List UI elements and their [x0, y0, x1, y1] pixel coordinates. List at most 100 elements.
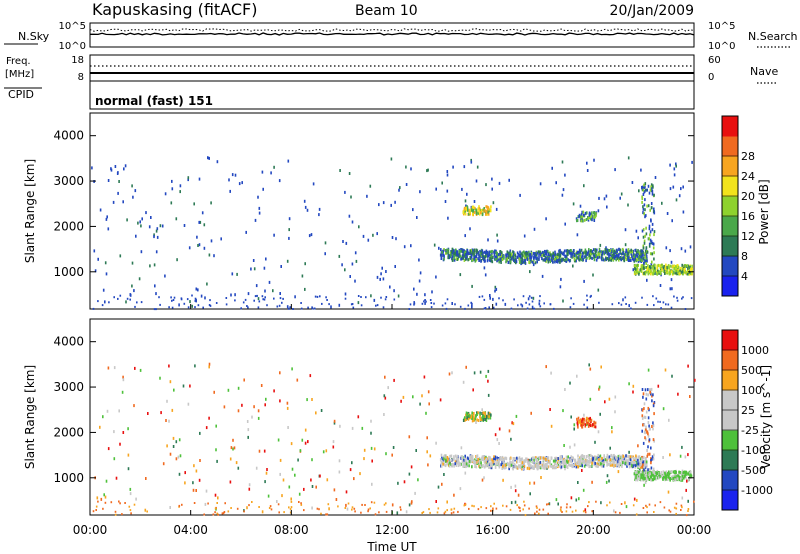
echo-cell [481, 416, 484, 420]
echo-cell [591, 256, 593, 260]
echo-cell [647, 452, 649, 456]
echo-cell [612, 456, 615, 459]
echo-cell [682, 210, 685, 214]
echo-cell [533, 466, 535, 470]
echo-cell [126, 218, 128, 222]
echo-cell [172, 299, 175, 301]
echo-cell [558, 461, 560, 464]
echo-cell [345, 241, 348, 245]
echo-cell [425, 300, 427, 303]
echo-cell [645, 392, 648, 396]
echo-cell [471, 411, 473, 415]
echo-cell [470, 205, 473, 209]
echo-cell [641, 408, 644, 412]
echo-cell [605, 194, 608, 198]
echo-cell [243, 510, 245, 513]
echo-cell [643, 402, 646, 406]
echo-cell [589, 212, 592, 216]
echo-cell [194, 299, 197, 302]
echo-cell [643, 183, 645, 187]
echo-cell [276, 305, 279, 308]
echo-cell [335, 498, 338, 501]
echo-cell [290, 442, 293, 446]
echo-cell [421, 302, 424, 305]
echo-cell [581, 454, 584, 458]
echo-cell [303, 509, 305, 512]
echo-cell [538, 252, 540, 256]
echo-cell [644, 464, 646, 468]
echo-cell [590, 294, 592, 297]
echo-cell [400, 508, 402, 511]
echo-cell [134, 366, 136, 370]
echo-cell [370, 294, 372, 298]
echo-cell [469, 416, 471, 420]
echo-cell [649, 388, 651, 392]
echo-cell [519, 507, 521, 509]
echo-cell [282, 478, 285, 482]
echo-cell [653, 207, 655, 211]
echo-cell [127, 453, 130, 457]
echo-cell [597, 288, 600, 292]
echo-cell [599, 252, 601, 256]
echo-cell [95, 505, 98, 508]
echo-cell [344, 507, 347, 509]
echo-cell [638, 468, 641, 472]
echo-cell [679, 269, 681, 273]
echo-cell [657, 476, 660, 480]
echo-cell [645, 188, 647, 192]
echo-cell [214, 507, 217, 510]
echo-cell [234, 299, 236, 302]
echo-cell [527, 254, 529, 258]
echo-cell [609, 501, 611, 504]
echo-cell [232, 447, 234, 451]
echo-cell [565, 254, 567, 258]
echo-cell [651, 206, 653, 210]
echo-cell [662, 470, 665, 474]
echo-cell [611, 256, 614, 260]
echo-cell [491, 260, 494, 264]
echo-cell [230, 446, 233, 450]
echo-cell [446, 248, 448, 252]
echo-cell [570, 297, 572, 300]
echo-cell [580, 253, 582, 257]
echo-cell [648, 269, 651, 273]
echo-cell [195, 298, 197, 301]
echo-cell [622, 454, 625, 458]
echo-cell [135, 234, 137, 238]
echo-cell [634, 267, 636, 270]
echo-cell [493, 460, 496, 464]
echo-cell [258, 206, 261, 210]
echo-cell [680, 472, 683, 476]
echo-cell [125, 300, 127, 304]
echo-cell [642, 461, 644, 465]
colorbar-segment [722, 390, 738, 411]
echo-cell [641, 259, 643, 262]
echo-cell [591, 510, 593, 513]
echo-cell [638, 189, 640, 193]
echo-cell [573, 443, 576, 447]
echo-cell [536, 458, 538, 462]
echo-cell [374, 513, 377, 516]
echo-cell [122, 431, 125, 434]
echo-cell [307, 440, 309, 444]
echo-cell [654, 263, 656, 267]
echo-cell [577, 425, 579, 429]
echo-cell [598, 459, 600, 463]
echo-cell [419, 190, 421, 194]
echo-cell [584, 460, 586, 463]
echo-cell [548, 502, 551, 506]
echo-cell [319, 295, 321, 298]
echo-cell [583, 420, 585, 424]
echo-cell [643, 271, 645, 275]
echo-cell [657, 300, 659, 303]
echo-cell [579, 214, 582, 218]
echo-cell [635, 476, 637, 480]
echo-cell [544, 249, 546, 253]
echo-cell [199, 431, 201, 435]
echo-cell [270, 171, 272, 175]
echo-cell [113, 296, 115, 299]
echo-cell [405, 510, 408, 514]
echo-cell [644, 266, 646, 269]
echo-cell [373, 298, 376, 302]
